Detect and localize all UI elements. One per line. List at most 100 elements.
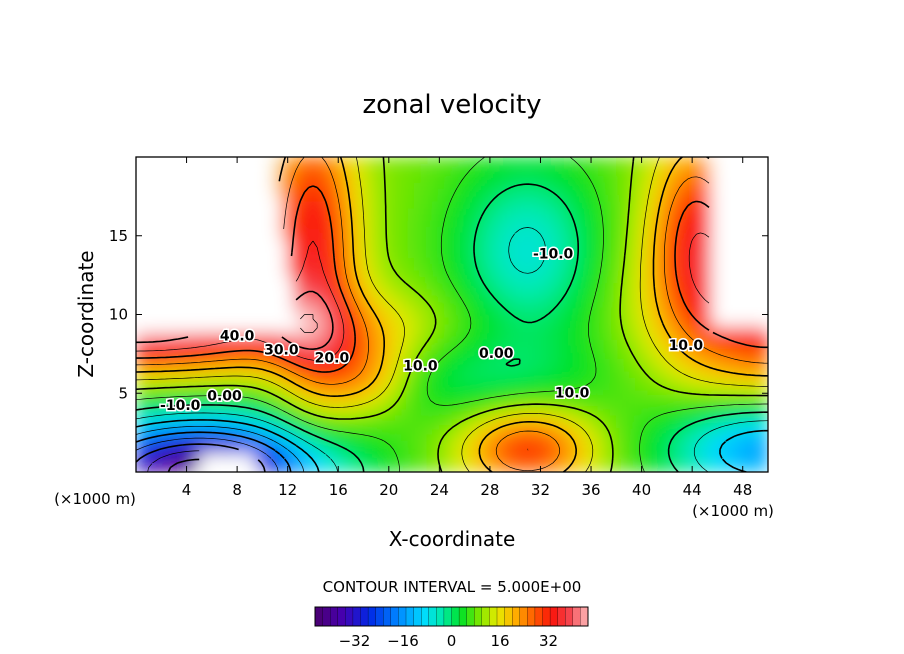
field-cell: [388, 452, 396, 460]
field-cell: [224, 345, 231, 353]
field-cell: [616, 270, 623, 277]
field-cell: [217, 175, 225, 183]
field-cell: [552, 333, 560, 340]
field-cell: [426, 213, 434, 221]
field-cell: [161, 434, 168, 441]
field-cell: [654, 408, 661, 416]
field-cell: [281, 352, 288, 359]
field-cell: [142, 358, 149, 366]
field-cell: [217, 358, 225, 366]
field-cell: [161, 396, 168, 403]
field-cell: [470, 434, 478, 441]
field-cell: [755, 402, 762, 410]
field-cell: [255, 276, 263, 284]
field-cell: [584, 200, 592, 208]
field-cell: [357, 320, 364, 328]
field-cell: [205, 377, 213, 384]
field-cell: [413, 421, 421, 429]
field-cell: [300, 333, 307, 340]
field-cell: [192, 276, 200, 284]
field-cell: [413, 358, 421, 366]
field-cell: [262, 188, 269, 195]
field-cell: [540, 383, 547, 391]
field-cell: [319, 188, 326, 195]
field-cell: [224, 232, 231, 240]
field-cell: [691, 263, 699, 271]
field-cell: [211, 452, 219, 460]
field-cell: [394, 308, 402, 315]
field-cell: [167, 415, 175, 422]
field-cell: [319, 276, 326, 284]
field-cell: [603, 157, 611, 164]
field-cell: [274, 421, 282, 429]
field-cell: [742, 257, 750, 265]
field-cell: [192, 282, 200, 290]
field-cell: [540, 446, 547, 454]
field-cell: [590, 289, 598, 296]
field-cell: [540, 200, 547, 208]
field-cell: [742, 352, 750, 359]
field-cell: [748, 459, 756, 466]
field-cell: [224, 446, 231, 454]
field-cell: [401, 408, 408, 416]
field-cell: [641, 434, 649, 441]
field-cell: [736, 421, 743, 429]
field-cell: [477, 213, 484, 221]
field-cell: [578, 270, 585, 277]
field-cell: [666, 226, 674, 233]
field-cell: [578, 295, 585, 303]
field-cell: [211, 219, 219, 227]
field-cell: [154, 238, 162, 246]
field-cell: [350, 452, 358, 460]
field-cell: [344, 452, 352, 460]
field-cell: [742, 182, 750, 189]
field-cell: [205, 213, 213, 221]
field-cell: [496, 446, 503, 454]
field-cell: [142, 263, 149, 271]
field-cell: [502, 188, 510, 195]
field-cell: [698, 175, 705, 183]
field-cell: [173, 213, 181, 221]
field-cell: [736, 352, 743, 359]
field-cell: [483, 188, 491, 195]
field-cell: [647, 301, 655, 309]
field-cell: [199, 219, 206, 227]
field-cell: [597, 415, 604, 422]
field-cell: [224, 459, 231, 466]
field-cell: [357, 364, 364, 372]
field-cell: [445, 175, 453, 183]
field-cell: [584, 333, 592, 340]
field-cell: [673, 188, 680, 195]
field-cell: [710, 339, 718, 347]
field-cell: [281, 194, 288, 202]
field-cell: [590, 188, 598, 195]
field-cell: [344, 219, 352, 227]
field-cell: [729, 427, 737, 435]
field-cell: [375, 339, 383, 347]
field-cell: [180, 289, 187, 296]
field-cell: [622, 408, 630, 416]
field-cell: [300, 175, 307, 183]
field-cell: [521, 295, 529, 303]
field-cell: [173, 194, 181, 202]
field-cell: [641, 371, 649, 378]
field-cell: [407, 163, 415, 170]
field-cell: [173, 232, 181, 240]
field-cell: [420, 182, 427, 189]
field-cell: [136, 163, 143, 170]
field-cell: [685, 326, 693, 334]
field-cell: [420, 301, 427, 309]
field-cell: [755, 213, 762, 221]
field-cell: [344, 314, 352, 321]
field-cell: [717, 213, 724, 221]
field-cell: [635, 263, 642, 271]
field-cell: [673, 314, 680, 321]
field-cell: [654, 207, 661, 214]
field-cell: [533, 371, 541, 378]
field-cell: [622, 289, 630, 296]
field-cell: [622, 157, 630, 164]
field-cell: [685, 163, 693, 170]
field-cell: [515, 200, 522, 208]
field-cell: [331, 459, 339, 466]
field-cell: [136, 263, 143, 271]
